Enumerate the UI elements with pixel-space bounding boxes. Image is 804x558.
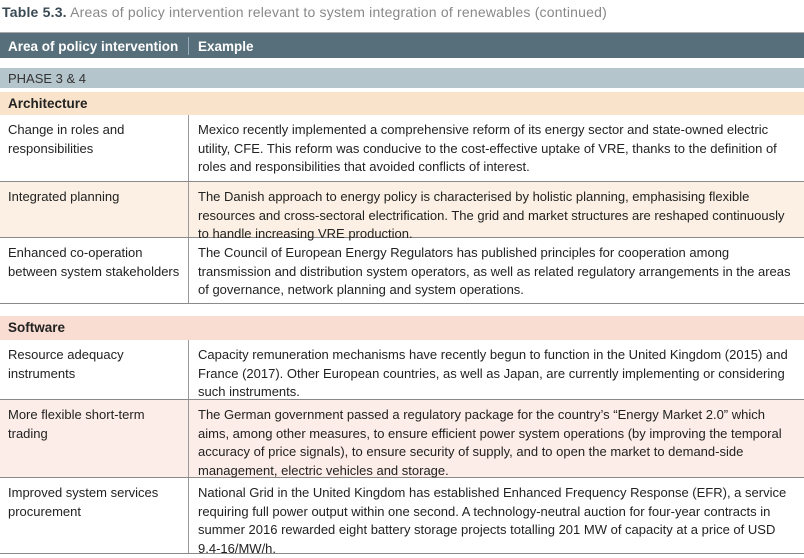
section-software: Software	[0, 316, 804, 340]
row-area: Change in roles and responsibilities	[8, 122, 125, 156]
row-area: More flexible short-term trading	[8, 407, 145, 441]
table-row: Integrated planning The Danish approach t…	[0, 182, 804, 241]
table-row: Improved system services procurement Nati…	[0, 478, 804, 556]
phase-label: PHASE 3 & 4	[0, 68, 804, 88]
row-example: The German government passed a regulator…	[198, 407, 782, 478]
row-area: Enhanced co-operation between system sta…	[8, 245, 180, 279]
section-architecture: Architecture	[0, 92, 804, 115]
row-example: The Danish approach to energy policy is …	[198, 189, 785, 241]
table-row: Enhanced co-operation between system sta…	[0, 238, 804, 304]
table-header: Area of policy intervention Example	[0, 32, 804, 58]
row-example: National Grid in the United Kingdom has …	[198, 485, 787, 556]
header-divider	[188, 37, 189, 55]
row-area: Integrated planning	[8, 189, 120, 204]
row-example: Capacity remuneration mechanisms have re…	[198, 347, 788, 399]
row-area: Improved system services procurement	[8, 485, 159, 519]
header-example: Example	[198, 39, 254, 54]
table-title: Areas of policy intervention relevant to…	[70, 4, 607, 20]
row-area: Resource adequacy instruments	[8, 347, 124, 381]
table-number: Table 5.3.	[2, 4, 67, 20]
row-example: Mexico recently implemented a comprehens…	[198, 122, 777, 174]
table-row: Resource adequacy instruments Capacity re…	[0, 340, 804, 400]
table-row: More flexible short-term trading The Germ…	[0, 400, 804, 478]
table-row: Change in roles and responsibilities Mexi…	[0, 115, 804, 182]
table-caption: Table 5.3. Areas of policy intervention …	[2, 4, 607, 20]
row-example: The Council of European Energy Regulator…	[198, 245, 791, 297]
header-area: Area of policy intervention	[8, 39, 179, 54]
